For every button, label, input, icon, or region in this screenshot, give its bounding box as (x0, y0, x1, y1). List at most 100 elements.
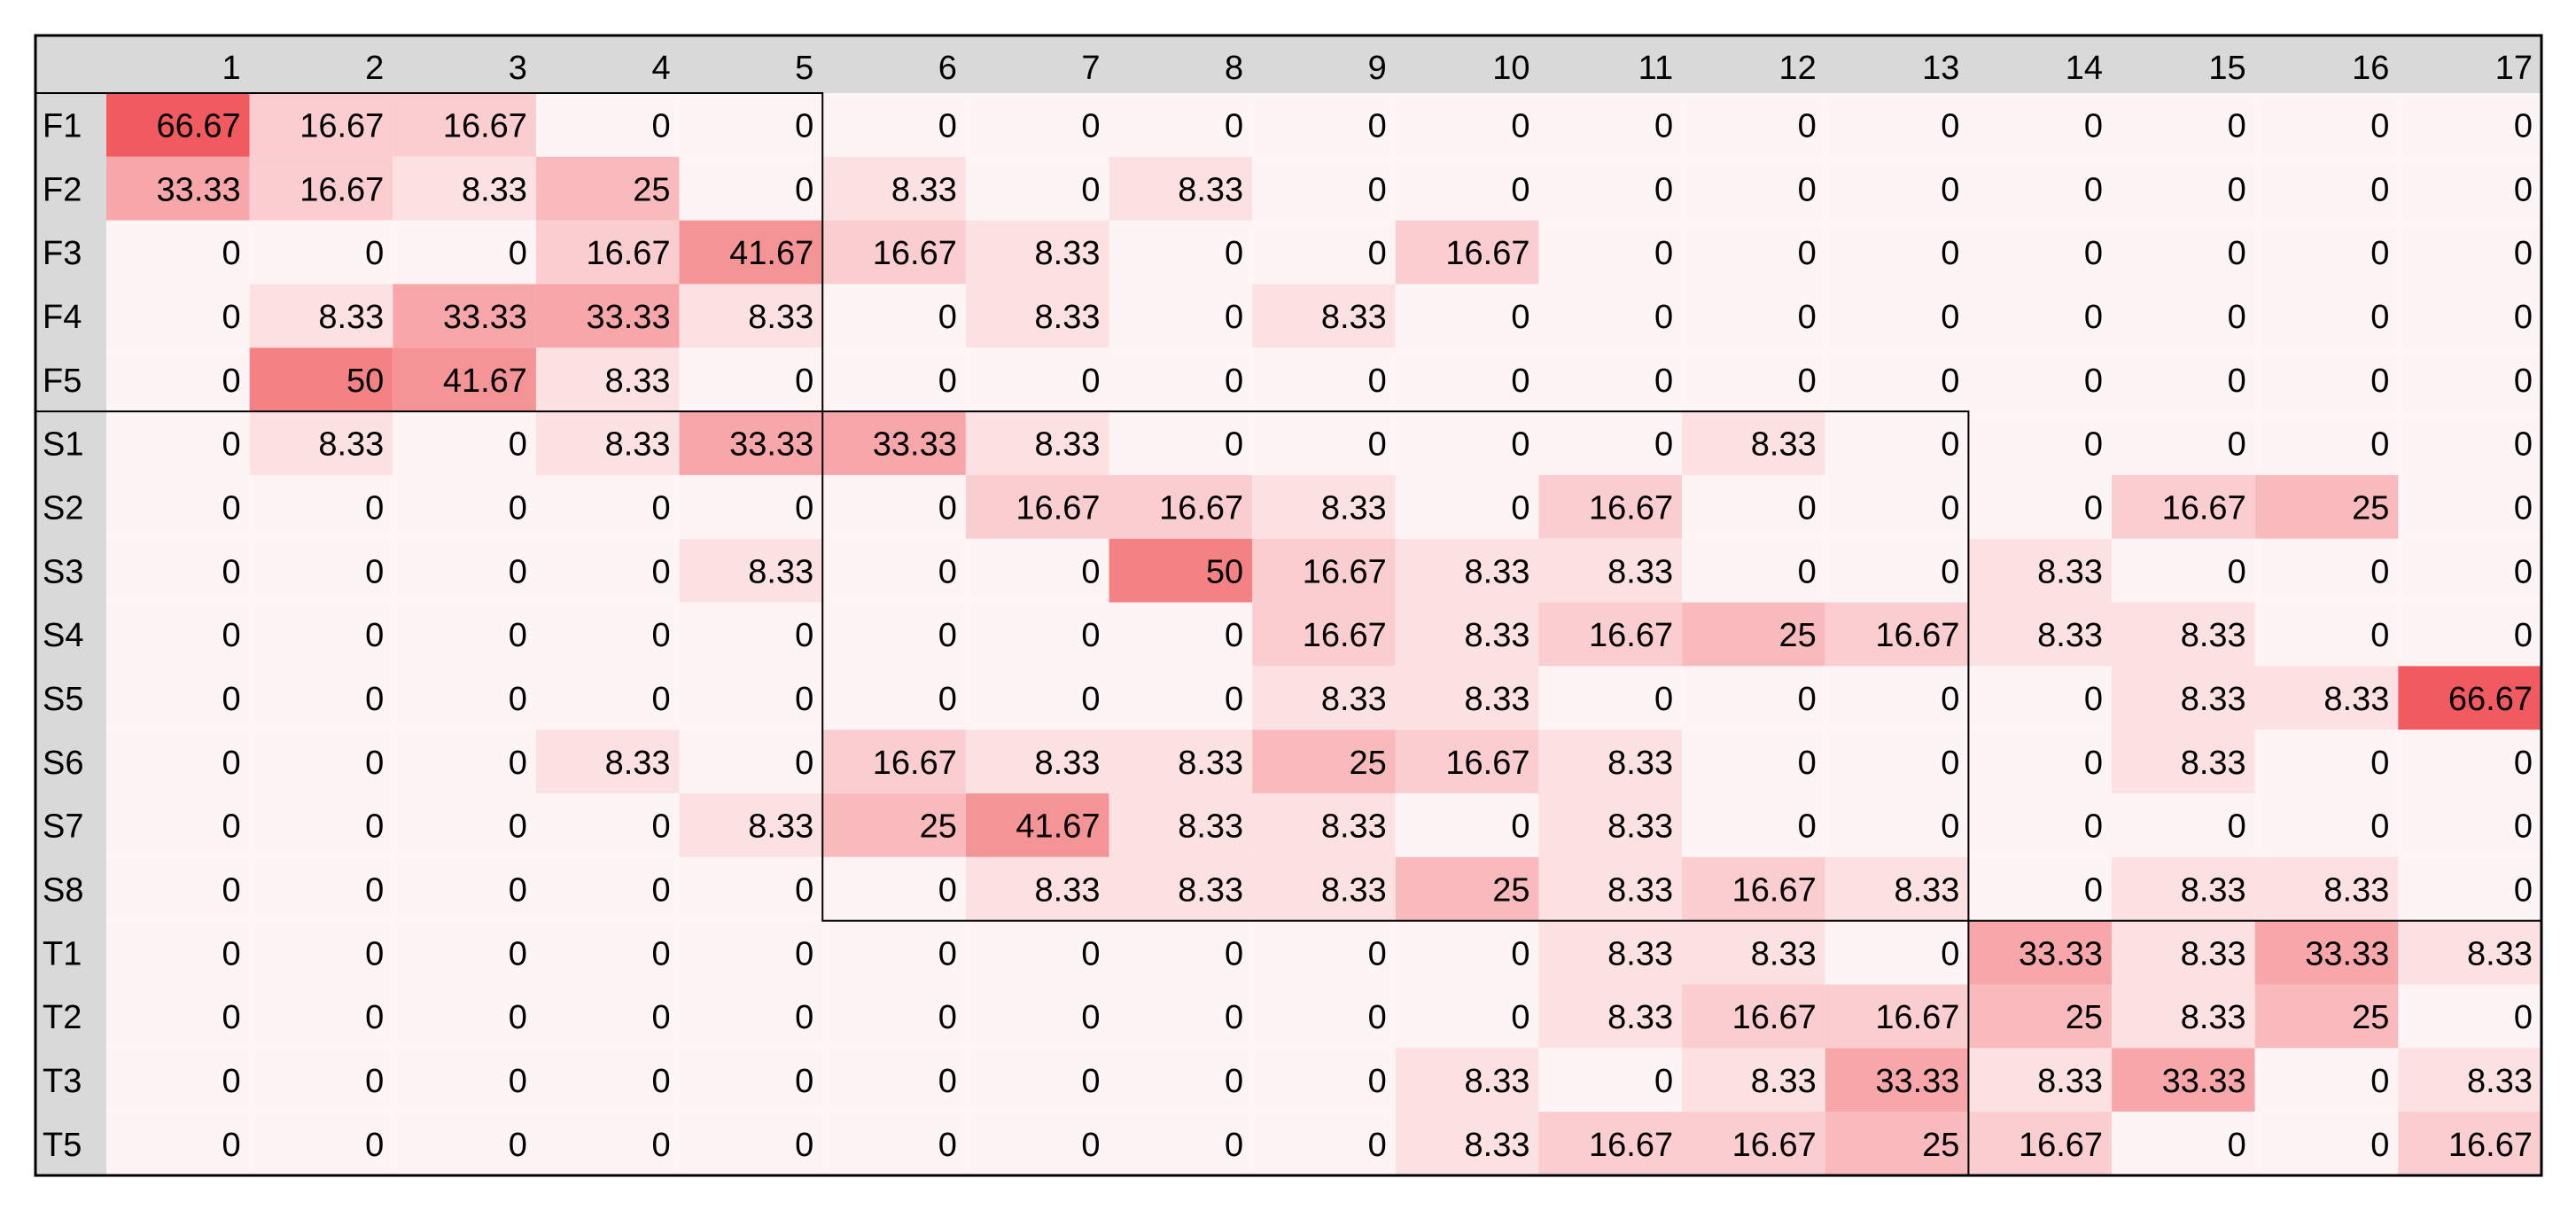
heatmap-cell (1825, 856, 1969, 921)
heatmap-cell (535, 666, 680, 730)
heatmap-cell (106, 1112, 250, 1175)
row-label: F4 (43, 299, 82, 336)
cell-value-label: 16.67 (1732, 1127, 1817, 1164)
cell-value-label: 33.33 (2019, 935, 2103, 972)
cell-value-label: 0 (938, 617, 957, 654)
cell-value-label: 0 (1941, 171, 1959, 208)
cell-value-label: 0 (1654, 681, 1673, 718)
cell-value-label: 0 (1081, 108, 1100, 145)
cell-value-label: 0 (222, 299, 241, 336)
heatmap-cell (249, 284, 393, 348)
cell-value-label: 33.33 (729, 426, 813, 464)
cell-value-label: 16.67 (1875, 999, 1959, 1036)
heatmap-cell (249, 474, 393, 539)
cell-value-label: 0 (365, 681, 384, 718)
cell-value-label: 66.67 (2448, 681, 2533, 718)
cell-value-label: 0 (2084, 871, 2103, 909)
cell-value-label: 0 (651, 808, 670, 846)
cell-value-label: 8.33 (2181, 935, 2246, 972)
heatmap-cell (2112, 474, 2255, 539)
cell-value-label: 0 (795, 1063, 813, 1100)
heatmap-cell (1109, 474, 1253, 539)
column-label: 9 (1368, 50, 1387, 87)
heatmap-cell (249, 602, 393, 667)
heatmap-cell (965, 602, 1109, 667)
row-label: T2 (43, 999, 82, 1036)
cell-value-label: 33.33 (873, 426, 957, 464)
cell-value-label: 33.33 (2162, 1063, 2246, 1100)
cell-value-label: 0 (2228, 1127, 2246, 1164)
cell-value-label: 0 (2370, 235, 2389, 272)
heatmap-cell (535, 602, 680, 667)
heatmap-cell (249, 856, 393, 921)
row-label: F2 (43, 171, 82, 208)
heatmap-cell (2112, 284, 2255, 348)
heatmap-cell (1109, 920, 1253, 985)
heatmap-cell (1252, 156, 1396, 221)
heatmap-cell (1538, 920, 1683, 985)
column-label: 2 (365, 50, 384, 87)
heatmap-cell (1109, 93, 1253, 157)
cell-value-label: 0 (1225, 108, 1243, 145)
heatmap-cell (965, 93, 1109, 157)
heatmap-cell (1252, 984, 1396, 1049)
cell-value-label: 0 (222, 363, 241, 400)
heatmap-cell (249, 920, 393, 985)
cell-value-label: 0 (2514, 426, 2533, 464)
heatmap-cell (1252, 538, 1396, 603)
column-label: 8 (1225, 50, 1243, 87)
heatmap-cell (106, 793, 250, 857)
cell-value-label: 0 (1798, 553, 1817, 590)
cell-value-label: 8.33 (1465, 617, 1530, 654)
cell-value-label: 41.67 (729, 235, 813, 272)
cell-value-label: 0 (1941, 681, 1959, 718)
heatmap-cell (679, 920, 823, 985)
heatmap-cell (1109, 856, 1253, 921)
cell-value-label: 0 (1081, 1063, 1100, 1100)
heatmap-cell (679, 1112, 823, 1175)
heatmap-cell (822, 666, 966, 730)
column-label: 7 (1081, 50, 1100, 87)
cell-value-label: 0 (1511, 171, 1529, 208)
heatmap-cell (965, 1112, 1109, 1175)
heatmap-cell (2254, 984, 2399, 1049)
heatmap-cell (106, 666, 250, 730)
heatmap-cell (1825, 666, 1969, 730)
cell-value-label: 8.33 (605, 363, 671, 400)
cell-value-label: 41.67 (443, 363, 527, 400)
cell-value-label: 0 (1941, 745, 1959, 782)
heatmap-cell (2254, 93, 2399, 157)
cell-value-label: 0 (222, 617, 241, 654)
heatmap-cell (965, 856, 1109, 921)
heatmap-cell (1109, 984, 1253, 1049)
cell-value-label: 0 (2370, 108, 2389, 145)
heatmap-cell (106, 538, 250, 603)
cell-value-label: 8.33 (1751, 1063, 1817, 1100)
heatmap-cell (1109, 156, 1253, 221)
heatmap-cell (393, 538, 536, 603)
heatmap-cell (2112, 1112, 2255, 1175)
cell-value-label: 25 (1922, 1127, 1959, 1164)
heatmap-cell (679, 793, 823, 857)
heatmap-cell (1682, 347, 1825, 412)
cell-value-label: 0 (1225, 363, 1243, 400)
heatmap-cell (2112, 1048, 2255, 1112)
cell-value-label: 8.33 (2037, 553, 2103, 590)
cell-value-label: 0 (222, 490, 241, 527)
heatmap-cell (249, 156, 393, 221)
cell-value-label: 0 (2228, 553, 2246, 590)
heatmap-cell (393, 284, 536, 348)
cell-value-label: 8.33 (2181, 871, 2246, 909)
heatmap-cell (822, 920, 966, 985)
heatmap-cell (822, 538, 966, 603)
heatmap-cell (1968, 474, 2113, 539)
row-label: S6 (43, 745, 83, 782)
heatmap-cell (1538, 156, 1683, 221)
heatmap-cell (535, 793, 680, 857)
cell-value-label: 8.33 (318, 426, 384, 464)
heatmap-cell (535, 984, 680, 1049)
column-label: 6 (938, 50, 957, 87)
heatmap-cell (2398, 793, 2541, 857)
heatmap-cell (1968, 666, 2113, 730)
heatmap-cell (1109, 730, 1253, 794)
